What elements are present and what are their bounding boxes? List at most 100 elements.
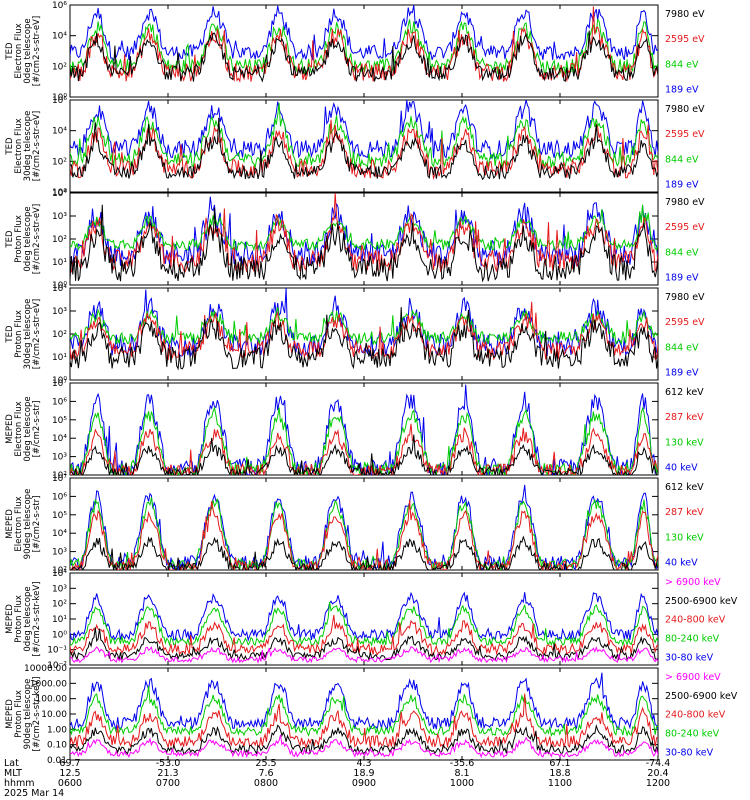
time-axis-value: 4.3 bbox=[356, 758, 371, 769]
legend-entry: > 6900 keV bbox=[665, 672, 721, 683]
y-tick-label: 10¹ bbox=[52, 258, 67, 268]
legend-entry: 130 keV bbox=[665, 532, 704, 543]
legend-entry: 189 eV bbox=[665, 84, 699, 95]
time-axis-value: 20.4 bbox=[647, 768, 668, 779]
y-tick-label: 0.01 bbox=[47, 756, 67, 766]
legend-entry: 844 eV bbox=[665, 247, 699, 258]
y-tick-label: 10⁴ bbox=[52, 127, 67, 137]
time-axis: Lat 69.7 -53.0 25.5 4.3 -35.6 67.1 -74.4 MLT 12.5… bbox=[4, 758, 670, 799]
series-line bbox=[70, 434, 658, 475]
y-tick-label: 10¹ bbox=[52, 615, 67, 625]
legend-entry: 189 eV bbox=[665, 179, 699, 190]
y-tick-label: 10⁻¹ bbox=[47, 646, 67, 656]
series-line bbox=[70, 5, 658, 62]
series-line bbox=[70, 672, 658, 731]
series-line bbox=[70, 734, 658, 759]
time-axis-value: 8.1 bbox=[454, 768, 469, 779]
y-tick-label: 10³ bbox=[52, 453, 67, 463]
series-line bbox=[70, 288, 658, 358]
legend-entry: 7980 eV bbox=[665, 292, 705, 303]
time-axis-value: 18.8 bbox=[549, 768, 570, 779]
time-axis-row-label: hhmm bbox=[4, 778, 35, 789]
legend-entry: 189 eV bbox=[665, 367, 699, 378]
y-tick-label: 10⁵ bbox=[52, 511, 67, 521]
legend-entry: 844 eV bbox=[665, 154, 699, 165]
series-line bbox=[70, 646, 658, 665]
y-axis-label: [#/cm2-s-str-eV] bbox=[32, 204, 42, 274]
legend-entry: 844 eV bbox=[665, 342, 699, 353]
y-axis-label: Proton Flux bbox=[14, 215, 24, 263]
y-axis-label: MEPED bbox=[5, 604, 15, 634]
y-tick-label: 1.00 bbox=[47, 725, 67, 735]
legend-entry: 2595 eV bbox=[665, 222, 705, 233]
plot-frame bbox=[69, 192, 659, 286]
series-line bbox=[70, 693, 658, 749]
plot-frame bbox=[69, 382, 659, 476]
y-axis-label: Proton Flux bbox=[14, 690, 24, 738]
panel-3: 10⁰ 10¹ 10² 10³ 10⁴ TED Proton Flux 0deg telesc… bbox=[5, 189, 705, 291]
y-tick-label: 10² bbox=[52, 157, 67, 167]
panel-8: 0.01 0.10 1.00 10.00 100.00 1000.00 10000.00 ME… bbox=[5, 664, 738, 766]
y-axis-label: [#/cm2-s-str-keV] bbox=[32, 582, 42, 657]
y-tick-label: 10⁷ bbox=[52, 474, 67, 484]
y-tick-label: 10⁰ bbox=[52, 93, 67, 103]
y-tick-label: 10⁰ bbox=[52, 630, 67, 640]
series-line bbox=[70, 615, 658, 656]
legend-entry: 612 keV bbox=[665, 387, 704, 398]
y-tick-label: 10⁶ bbox=[52, 492, 67, 502]
time-axis-value: 18.9 bbox=[353, 768, 374, 779]
date-label: 2025 Mar 14 bbox=[4, 788, 64, 799]
y-axis-label: MEPED bbox=[5, 509, 15, 539]
time-axis-value: 0800 bbox=[254, 778, 278, 789]
legend-entry: 40 keV bbox=[665, 557, 698, 568]
y-tick-label: 10³ bbox=[52, 307, 67, 317]
time-axis-value: -53.0 bbox=[156, 758, 181, 769]
y-axis-label: [#/cm2-s-str-eV] bbox=[32, 111, 42, 181]
y-tick-label: 10² bbox=[52, 62, 67, 72]
time-axis-value: 21.3 bbox=[157, 768, 178, 779]
y-tick-label: 10⁰ bbox=[52, 281, 67, 291]
y-tick-label: 10² bbox=[52, 471, 67, 481]
series-line bbox=[70, 30, 658, 83]
y-tick-label: 10² bbox=[52, 330, 67, 340]
y-axis-label: TED bbox=[5, 325, 15, 344]
y-axis-label: 30deg telescope bbox=[23, 299, 33, 370]
y-tick-label: 10000.00 bbox=[24, 664, 67, 674]
y-tick-label: 10⁴ bbox=[52, 569, 67, 579]
time-axis-value: 12.5 bbox=[59, 768, 80, 779]
legend-entry: 80-240 keV bbox=[665, 729, 720, 740]
y-tick-label: 10³ bbox=[52, 548, 67, 558]
legend-entry: > 6900 keV bbox=[665, 577, 721, 588]
legend-entry: 2500-6900 keV bbox=[665, 691, 738, 702]
y-axis-label: 0deg telescope bbox=[23, 396, 33, 461]
series-line bbox=[70, 117, 658, 181]
series-line bbox=[70, 723, 658, 756]
legend-entry: 2595 eV bbox=[665, 34, 705, 45]
legend-entry: 240-800 keV bbox=[665, 615, 726, 626]
y-axis-label: Electron Flux bbox=[14, 23, 24, 78]
y-axis-label: [#/cm2-s-str-keV] bbox=[32, 677, 42, 752]
panel-5: 10² 10³ 10⁴ 10⁵ 10⁶ 10⁷ MEPED Electron Flux 0deg… bbox=[5, 379, 704, 481]
time-axis-value: 0600 bbox=[58, 778, 82, 789]
y-tick-label: 10⁰ bbox=[52, 188, 67, 198]
y-axis-label: Electron Flux bbox=[14, 118, 24, 173]
y-tick-label: 10⁴ bbox=[52, 529, 67, 539]
legend-entry: 287 keV bbox=[665, 507, 704, 518]
panel-7: 10⁻² 10⁻¹ 10⁰ 10¹ 10² 10³ 10⁴ MEPED Proton Flux 0… bbox=[5, 569, 738, 671]
y-axis-label: Electron Flux bbox=[14, 496, 24, 551]
y-axis-label: 0deg telescope bbox=[23, 206, 33, 271]
y-axis-label: TED bbox=[5, 230, 15, 249]
y-axis-label: [#/cm2-s-str-eV] bbox=[32, 299, 42, 369]
y-tick-label: 1000.00 bbox=[30, 679, 67, 689]
y-tick-label: 10⁰ bbox=[52, 376, 67, 386]
y-tick-label: 10¹ bbox=[52, 353, 67, 363]
y-tick-label: 10² bbox=[52, 566, 67, 576]
y-axis-label: TED bbox=[5, 137, 15, 156]
series-line bbox=[70, 6, 658, 83]
series-line bbox=[70, 204, 658, 252]
legend-entry: 287 keV bbox=[665, 412, 704, 423]
y-tick-label: 10⁷ bbox=[52, 379, 67, 389]
legend-entry: 30-80 keV bbox=[665, 747, 714, 758]
series-line bbox=[70, 193, 658, 273]
